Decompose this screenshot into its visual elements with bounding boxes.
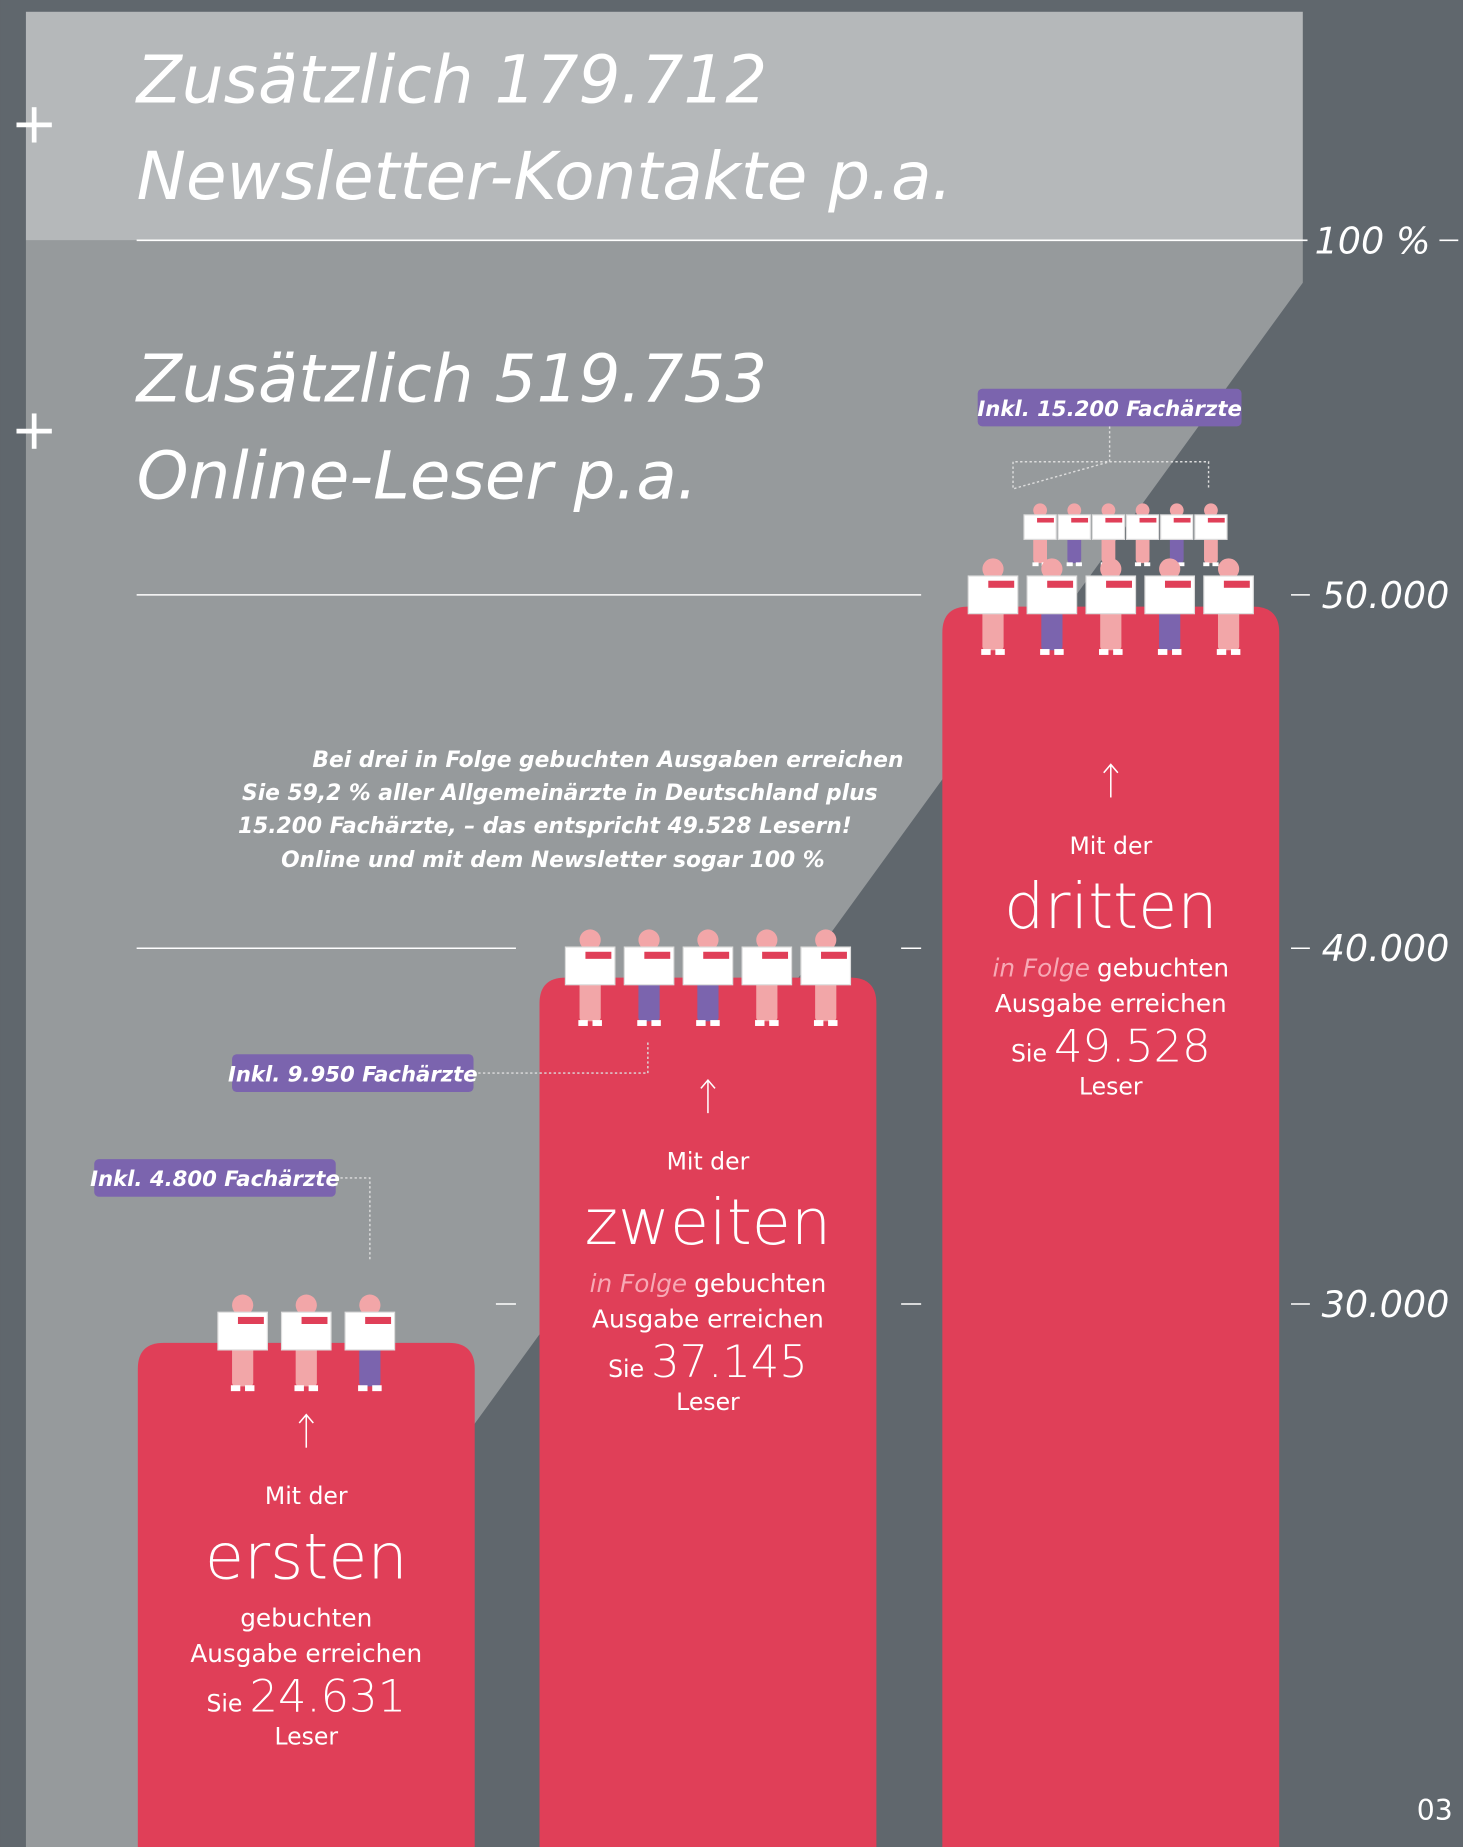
foot [1212,562,1218,566]
step-line-text: gebuchten [1097,954,1229,983]
foot [578,1020,587,1026]
step-ordinal: dritten [1004,869,1217,943]
foot [710,1020,719,1026]
step-intro: Mit der [667,1148,750,1176]
foot [309,1385,318,1391]
foot [1040,649,1049,655]
newspaper-stripe [1071,518,1088,523]
foot [1067,562,1073,566]
newspaper-stripe [1208,518,1225,523]
readers: 37.145 [651,1335,808,1388]
infographic: Zusätzlich 179.712 Newsletter-Kontakte p… [0,0,1463,1847]
newspaper-stripe [762,952,788,959]
online-line2: Online-Leser p.a. [137,437,698,514]
foot [1158,649,1167,655]
scale-label: 100 % [1315,219,1431,262]
foot [995,649,1004,655]
foot [814,1020,823,1026]
readers: 49.528 [1054,1019,1211,1072]
foot [696,1020,705,1026]
foot [1135,562,1141,566]
page-number: 03 [1417,1794,1453,1827]
badge-text: Inkl. 4.800 Fachärzte [90,1166,340,1191]
leser: Leser [1079,1072,1143,1100]
scale-label: 40.000 [1322,927,1450,970]
foot [755,1020,764,1026]
note-line: Sie 59,2 % aller Allgemeinärzte in Deuts… [242,781,878,806]
scale-label: 30.000 [1322,1283,1450,1326]
step-line-text: gebuchten [694,1269,826,1298]
newspaper-stripe [1037,518,1054,523]
newspaper-stripe [703,952,729,959]
scale-label: 50.000 [1322,574,1450,617]
foot [231,1385,240,1391]
step: Inkl. 15.200 Fachärzte Mit der dritten in F… [942,389,1279,1847]
newspaper-stripe [585,952,611,959]
foot [245,1385,254,1391]
online-line1: Zusätzlich 519.753 [135,341,768,418]
foot [1032,562,1038,566]
leser: Leser [274,1723,338,1751]
readers-group [218,1295,395,1392]
newspaper-stripe [1047,581,1073,588]
foot [1076,562,1082,566]
step-line: Ausgabe erreichen [190,1639,422,1668]
newspaper-stripe [644,952,670,959]
newspaper-stripe [1165,581,1191,588]
foot [1113,649,1122,655]
step-ordinal: ersten [205,1519,408,1593]
leser: Leser [676,1388,740,1416]
newspaper-stripe [1106,581,1132,588]
step-intro: Mit der [1069,832,1152,860]
foot [1172,649,1181,655]
newspaper-stripe [302,1317,328,1324]
newspaper-stripe [1105,518,1122,523]
step-line-text: gebuchten [240,1604,372,1633]
sie: Sie [608,1355,644,1383]
in-folge: in Folge [590,1269,688,1298]
foot [981,649,990,655]
step-line: Ausgabe erreichen [995,989,1227,1018]
foot [358,1385,367,1391]
newspaper-stripe [1174,518,1191,523]
step-ordinal: zweiten [585,1185,832,1259]
readers: 24.631 [249,1670,406,1723]
foot [769,1020,778,1026]
badge-text: Inkl. 15.200 Fachärzte [977,396,1241,421]
step-line: gebuchten [240,1604,372,1633]
step-intro: Mit der [265,1482,348,1510]
newsletter-line1: Zusätzlich 179.712 [135,41,768,118]
foot [294,1385,303,1391]
newspaper-stripe [1140,518,1157,523]
foot [1203,562,1209,566]
newspaper-stripe [1224,581,1250,588]
sie: Sie [1011,1039,1047,1067]
badge-text: Inkl. 9.950 Fachärzte [228,1061,478,1086]
foot [593,1020,602,1026]
note-line: Bei drei in Folge gebuchten Ausgaben err… [312,748,903,773]
newspaper-stripe [988,581,1014,588]
newspaper-stripe [238,1317,264,1324]
note-line: Online und mit dem Newsletter sogar 100 … [281,848,824,873]
foot [1231,649,1240,655]
foot [651,1020,660,1026]
in-folge: in Folge [992,954,1090,983]
note-line: 15.200 Fachärzte, – das entspricht 49.52… [238,814,852,839]
foot [828,1020,837,1026]
sie: Sie [206,1690,242,1718]
page: Zusätzlich 179.712 Newsletter-Kontakte p… [0,0,1463,1847]
foot [637,1020,646,1026]
step-line: Ausgabe erreichen [592,1305,824,1334]
foot [1217,649,1226,655]
foot [372,1385,381,1391]
newsletter-line2: Newsletter-Kontakte p.a. [137,138,953,215]
foot [1054,649,1063,655]
foot [1099,649,1108,655]
newspaper-stripe [365,1317,391,1324]
newspaper-stripe [821,952,847,959]
foot [1144,562,1150,566]
